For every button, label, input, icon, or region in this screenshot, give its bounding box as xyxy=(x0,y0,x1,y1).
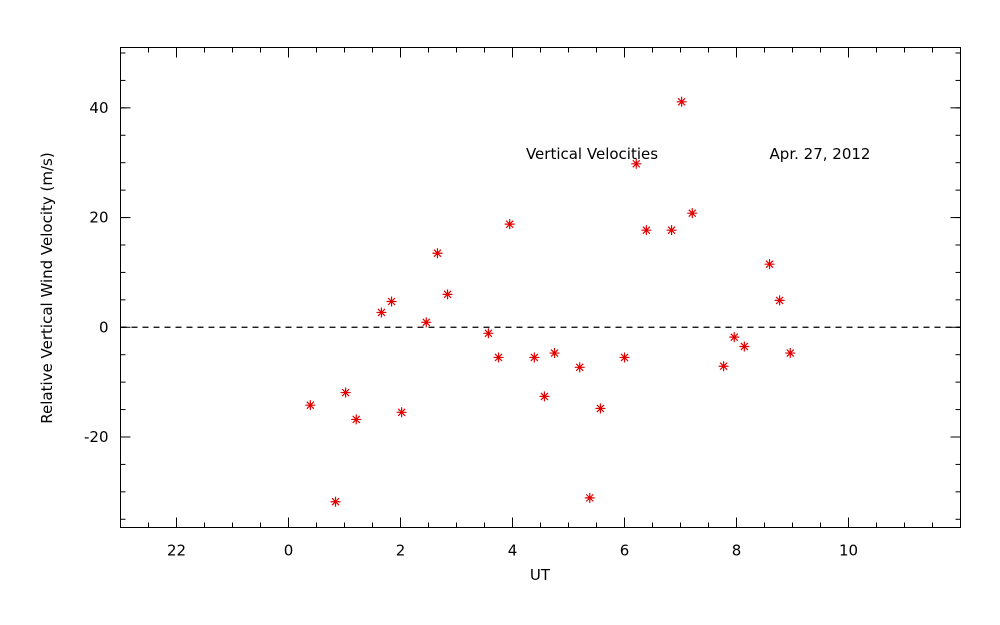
data-point xyxy=(493,352,504,363)
data-point xyxy=(595,403,606,414)
data-point xyxy=(351,414,362,425)
data-point xyxy=(504,219,515,230)
y-axis-label: Relative Vertical Wind Velocity (m/s) xyxy=(38,152,56,423)
data-point xyxy=(421,317,432,328)
data-point xyxy=(676,96,687,107)
data-point xyxy=(305,400,316,411)
data-point xyxy=(340,387,351,398)
x-tick-label: 2 xyxy=(396,542,406,560)
data-point xyxy=(774,295,785,306)
data-point xyxy=(687,208,698,219)
data-point xyxy=(739,341,750,352)
data-point xyxy=(729,332,740,343)
x-tick-label: 8 xyxy=(732,542,742,560)
data-point xyxy=(529,352,540,363)
annotation: Apr. 27, 2012 xyxy=(770,145,871,163)
data-point xyxy=(631,158,642,169)
data-point xyxy=(666,225,677,236)
x-tick-label: 0 xyxy=(284,542,294,560)
data-point xyxy=(574,362,585,373)
x-tick-label: 22 xyxy=(167,542,186,560)
data-point xyxy=(764,259,775,270)
data-point xyxy=(376,307,387,318)
data-point xyxy=(718,361,729,372)
x-tick-label: 4 xyxy=(508,542,518,560)
data-point xyxy=(619,352,630,363)
data-point xyxy=(584,492,595,503)
y-tick-label: -20 xyxy=(84,428,109,446)
y-tick-label: 0 xyxy=(99,318,109,336)
x-tick-label: 10 xyxy=(839,542,858,560)
data-point xyxy=(442,289,453,300)
annotation: Vertical Velocities xyxy=(526,145,658,163)
data-point xyxy=(396,407,407,418)
x-tick-label: 6 xyxy=(620,542,630,560)
data-point xyxy=(330,496,341,507)
y-tick-label: 40 xyxy=(89,99,108,117)
data-point xyxy=(549,348,560,359)
x-axis-label: UT xyxy=(530,566,551,584)
data-point xyxy=(539,391,550,402)
y-tick-label: 20 xyxy=(89,209,108,227)
data-point xyxy=(641,225,652,236)
data-point xyxy=(386,296,397,307)
data-point xyxy=(483,328,494,339)
data-point xyxy=(432,248,443,259)
data-point xyxy=(785,348,796,359)
